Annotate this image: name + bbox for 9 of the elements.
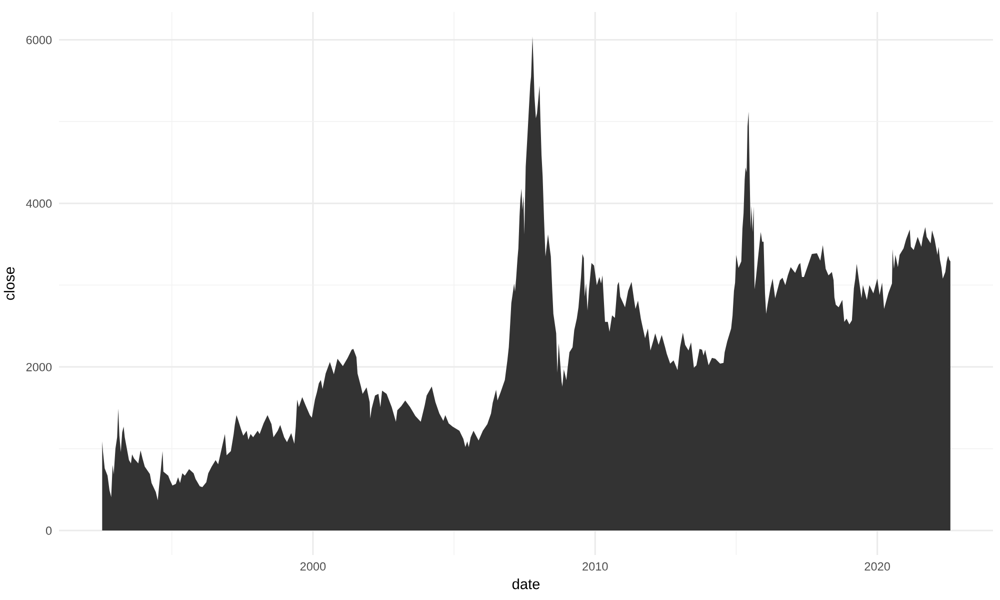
- y-tick-label: 4000: [26, 199, 52, 208]
- x-axis-title: date: [512, 578, 540, 590]
- x-tick-label: 2010: [582, 562, 608, 571]
- x-tick-label: 2020: [864, 562, 890, 571]
- y-tick-label: 6000: [26, 36, 52, 44]
- y-tick-label: 0: [46, 526, 52, 535]
- y-axis-title: close: [4, 267, 15, 300]
- y-tick-label: 2000: [26, 362, 52, 372]
- x-tick-label: 2000: [300, 562, 326, 571]
